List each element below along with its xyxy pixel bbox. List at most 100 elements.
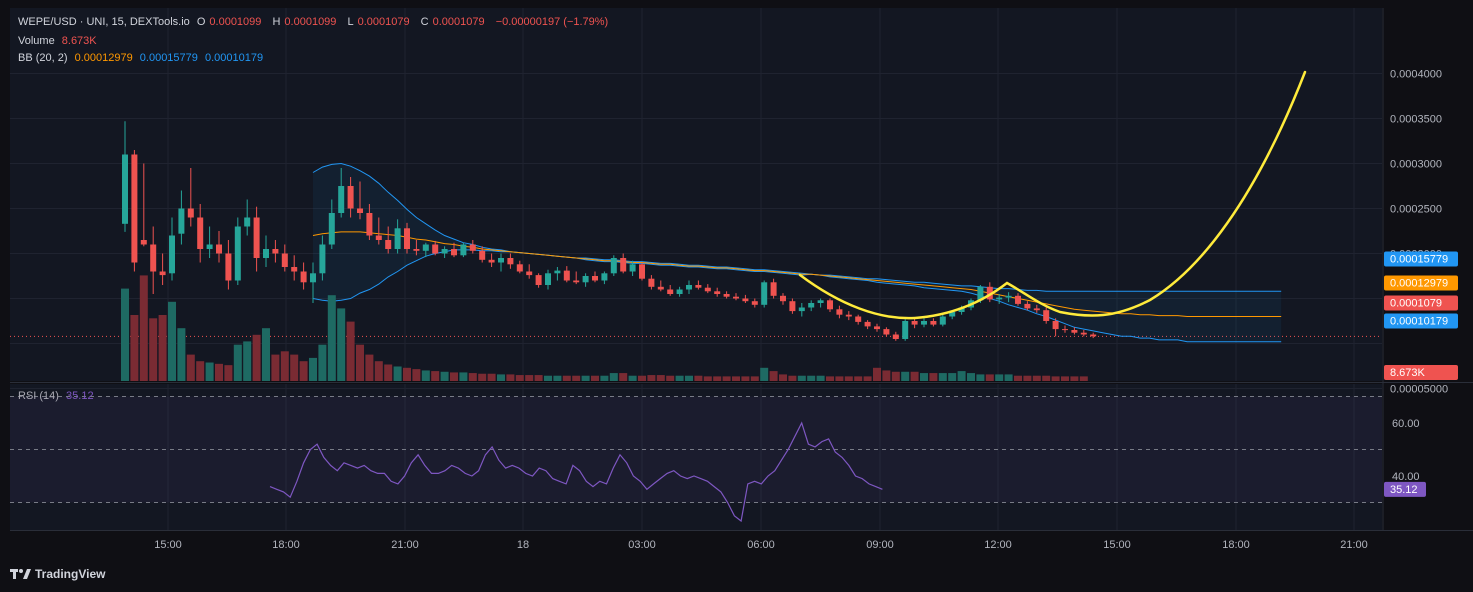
price-tag-label: 8.673K — [1390, 367, 1426, 379]
volume-bar — [290, 354, 299, 381]
candle-body — [300, 271, 307, 283]
time-tick-label: 06:00 — [747, 539, 775, 551]
volume-bar — [957, 371, 966, 381]
candle-body — [319, 244, 326, 274]
ohlc-legend: WEPE/USD · UNI, 15, DEXTools.io O 0.00010… — [18, 16, 612, 28]
volume-bar — [562, 375, 571, 381]
rsi-tag-label: 35.12 — [1390, 484, 1418, 496]
time-tick-label: 09:00 — [866, 539, 894, 551]
rsi-label[interactable]: RSI (14) — [18, 390, 59, 402]
rsi-band — [10, 396, 1382, 503]
candle-body — [1005, 295, 1012, 298]
volume-bar — [487, 373, 496, 381]
volume-bar — [1051, 376, 1060, 381]
candle-body — [507, 258, 514, 265]
price-tag-bg — [1384, 275, 1458, 291]
volume-bar — [638, 375, 646, 381]
candle-body — [328, 213, 335, 245]
volume-bar — [243, 341, 252, 381]
volume-bar — [816, 375, 825, 381]
candle-body — [526, 271, 533, 276]
volume-bar — [280, 351, 289, 381]
volume-bar — [196, 361, 205, 381]
price-tag: 0.0001079 — [1384, 295, 1458, 311]
volume-bar — [1004, 374, 1013, 381]
volume-bar — [497, 374, 505, 381]
candle-body — [460, 244, 467, 256]
bb-label[interactable]: BB (20, 2) — [18, 52, 68, 64]
price-tag: 0.00010179 — [1384, 313, 1458, 329]
candle-body — [657, 286, 664, 290]
candle-body — [592, 276, 598, 281]
volume-bar — [186, 354, 195, 381]
candle-body — [291, 267, 298, 272]
bb-lower-value: 0.00010179 — [204, 52, 264, 64]
candle-body — [921, 321, 927, 325]
candle-body — [714, 291, 721, 294]
volume-bar — [938, 373, 947, 381]
symbol-label[interactable]: WEPE/USD · UNI, 15, DEXTools.io — [18, 16, 190, 28]
volume-bar — [788, 375, 797, 381]
candle-body — [761, 282, 768, 305]
annotation-curve — [798, 70, 1307, 320]
candle-body — [488, 259, 495, 263]
volume-bar — [421, 370, 430, 381]
open-value: 0.0001099 — [209, 16, 262, 28]
volume-label[interactable]: Volume — [18, 35, 55, 47]
time-tick-label: 18:00 — [272, 539, 300, 551]
volume-bar — [609, 373, 618, 381]
volume-bar — [901, 371, 910, 381]
volume-bar — [647, 375, 656, 381]
volume-bar — [844, 376, 853, 381]
tradingview-brand[interactable]: TradingView — [10, 567, 105, 581]
volume-bar — [995, 374, 1004, 381]
brand-name: TradingView — [35, 567, 106, 581]
candle-body — [582, 276, 589, 283]
price-tick-label: 0.0003000 — [1390, 159, 1442, 171]
grid-lines — [10, 8, 1473, 531]
candle-body — [1080, 332, 1087, 335]
candle-body — [451, 249, 457, 256]
volume-bar — [741, 376, 750, 381]
volume-bar — [534, 375, 543, 381]
candle-body — [422, 244, 429, 251]
close-value: 0.0001079 — [432, 16, 485, 28]
candle-body — [253, 217, 260, 258]
volume-bar — [544, 375, 552, 381]
volume-bar — [252, 334, 261, 381]
price-tick-label: 0.0004000 — [1390, 69, 1442, 81]
candlesticks — [122, 121, 1097, 341]
candle-body — [855, 316, 862, 322]
volume-bar — [760, 367, 769, 381]
candle-body — [789, 301, 796, 312]
price-tag-label: 0.00010179 — [1390, 316, 1448, 328]
volume-legend: Volume 8.673K — [18, 35, 101, 47]
candle-body — [977, 286, 984, 301]
volume-bar — [309, 357, 317, 381]
volume-bar — [722, 376, 731, 381]
price-tag-label: 0.00012979 — [1390, 278, 1448, 290]
volume-bar — [835, 376, 844, 381]
candle-body — [986, 286, 993, 300]
volume-bar — [769, 371, 778, 381]
volume-bar — [205, 362, 214, 381]
volume-bar — [572, 375, 581, 381]
volume-bar — [299, 361, 308, 381]
time-tick-label: 12:00 — [984, 539, 1012, 551]
candle-body — [601, 273, 608, 281]
volume-bar — [873, 367, 881, 381]
volume-bar — [628, 375, 637, 381]
candle-body — [845, 314, 852, 317]
time-tick-label: 15:00 — [1103, 539, 1131, 551]
volume-bar — [685, 375, 693, 381]
volume-bar — [177, 328, 186, 381]
volume-bar — [948, 373, 957, 381]
candle-body — [338, 186, 345, 213]
price-tick-label: 0.0003500 — [1390, 114, 1442, 126]
candle-body — [563, 270, 570, 281]
rsi-tag: 35.12 — [1384, 481, 1426, 497]
candle-body — [751, 301, 758, 305]
candle-body — [629, 264, 636, 272]
time-tick-label: 21:00 — [1340, 539, 1368, 551]
